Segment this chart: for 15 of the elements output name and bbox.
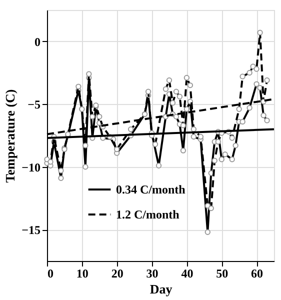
x-tick-label: 30 — [146, 266, 158, 280]
y-tick-label: −10 — [22, 160, 40, 174]
x-tick-label: 60 — [251, 266, 264, 280]
legend-label: 0.34 C/month — [116, 182, 186, 196]
y-tick-label: −15 — [22, 223, 40, 238]
x-axis-title: Day — [150, 282, 173, 296]
x-tick-label: 20 — [111, 266, 124, 280]
y-axis-title: Temperature (C) — [2, 89, 18, 183]
x-tick-label: 40 — [181, 266, 194, 280]
x-tick-label: 50 — [216, 266, 228, 280]
legend-label: 1.2 C/month — [116, 208, 180, 222]
y-tick-label: 0 — [34, 34, 40, 49]
x-tick-label: 0 — [48, 266, 54, 280]
y-tick-label: −5 — [28, 98, 40, 112]
x-tick-label: 10 — [76, 266, 88, 280]
